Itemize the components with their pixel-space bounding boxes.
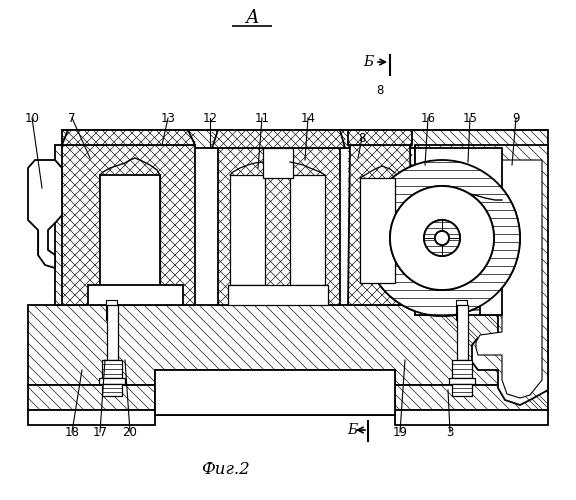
Polygon shape [452, 384, 472, 396]
Text: 7: 7 [68, 112, 76, 124]
Polygon shape [457, 305, 468, 360]
Polygon shape [28, 305, 548, 385]
Text: Б: Б [363, 55, 373, 69]
Polygon shape [420, 160, 542, 398]
Text: 16: 16 [420, 112, 435, 124]
Polygon shape [218, 148, 340, 305]
Polygon shape [88, 285, 183, 305]
Circle shape [364, 160, 520, 316]
Polygon shape [395, 410, 548, 425]
Polygon shape [360, 178, 395, 283]
Text: 15: 15 [463, 112, 478, 124]
Text: 10: 10 [25, 112, 39, 124]
Circle shape [390, 186, 494, 290]
Polygon shape [28, 160, 62, 268]
Text: 3: 3 [446, 426, 454, 438]
Text: Фиг.2: Фиг.2 [200, 462, 249, 478]
Polygon shape [28, 385, 155, 410]
Polygon shape [55, 145, 100, 305]
Text: 14: 14 [301, 112, 316, 124]
Polygon shape [452, 360, 472, 378]
Text: 9: 9 [512, 112, 520, 124]
Polygon shape [106, 300, 117, 320]
Polygon shape [230, 175, 265, 285]
Text: 18: 18 [65, 426, 79, 438]
Polygon shape [290, 175, 325, 285]
Polygon shape [62, 130, 195, 145]
Polygon shape [28, 410, 155, 425]
Polygon shape [212, 130, 345, 148]
Polygon shape [102, 384, 122, 396]
Text: 11: 11 [255, 112, 270, 124]
Polygon shape [449, 378, 475, 384]
Text: 20: 20 [123, 426, 138, 438]
Text: 8: 8 [358, 132, 366, 144]
Text: А: А [245, 9, 259, 27]
Polygon shape [155, 370, 395, 415]
Polygon shape [415, 145, 548, 405]
Circle shape [435, 231, 449, 245]
Circle shape [364, 160, 520, 316]
Text: 17: 17 [93, 426, 108, 438]
Polygon shape [348, 130, 412, 145]
Circle shape [390, 186, 494, 290]
Polygon shape [100, 175, 160, 290]
Polygon shape [415, 145, 502, 315]
Polygon shape [155, 370, 395, 415]
Polygon shape [107, 305, 118, 360]
Text: 13: 13 [161, 112, 176, 124]
Polygon shape [62, 130, 548, 148]
Polygon shape [99, 378, 125, 384]
Polygon shape [348, 145, 412, 305]
Polygon shape [263, 148, 293, 178]
Circle shape [435, 231, 449, 245]
Polygon shape [395, 385, 548, 410]
Text: 12: 12 [203, 112, 218, 124]
Polygon shape [456, 300, 467, 320]
Circle shape [424, 220, 460, 256]
Text: Б: Б [347, 423, 357, 437]
Polygon shape [228, 285, 328, 305]
Polygon shape [102, 360, 122, 378]
Text: 8: 8 [376, 84, 384, 96]
Text: 19: 19 [392, 426, 407, 438]
Polygon shape [62, 145, 195, 305]
Circle shape [424, 220, 460, 256]
